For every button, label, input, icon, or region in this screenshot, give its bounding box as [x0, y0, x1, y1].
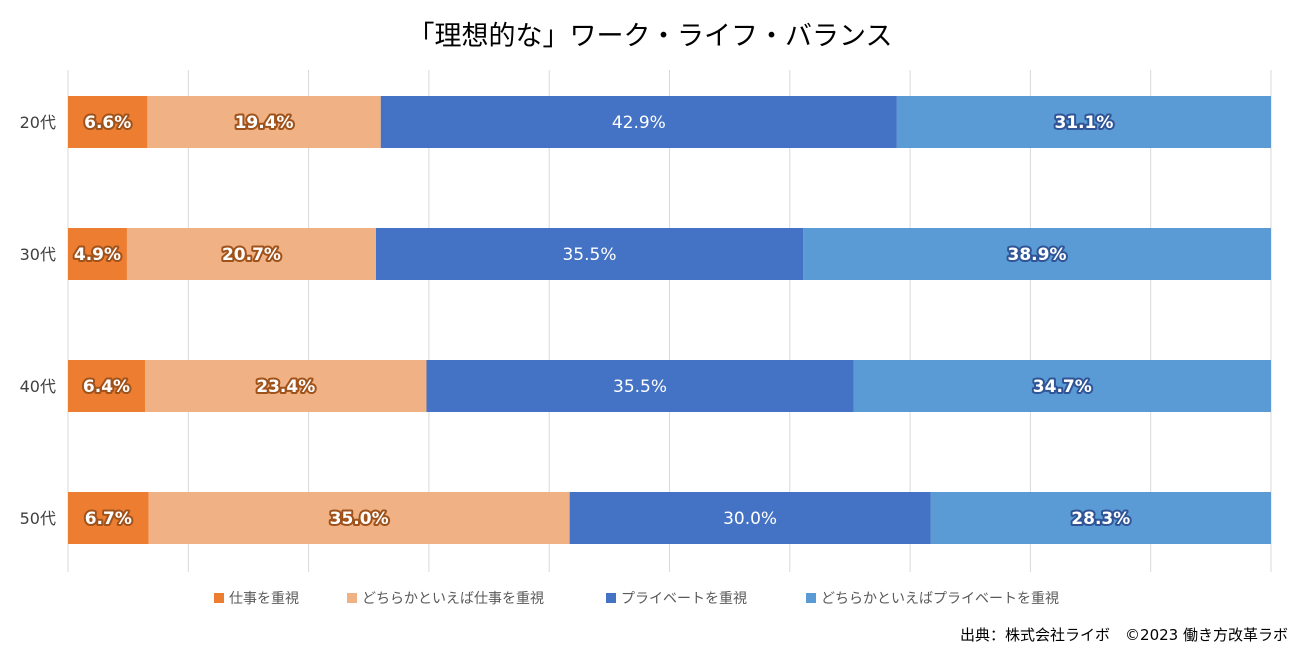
category-label: 50代 [20, 509, 56, 528]
legend-swatch [606, 593, 616, 603]
bar-segment [68, 96, 148, 148]
bar-segment [853, 360, 1271, 412]
data-label: 35.5% [613, 377, 667, 397]
legend-label: どちらかといえば仕事を重視 [362, 591, 544, 607]
bar-segment [930, 492, 1271, 544]
category-label: 20代 [20, 113, 56, 132]
bar-segment [803, 228, 1271, 280]
bar-segment [147, 96, 381, 148]
bar-segment [126, 228, 376, 280]
data-label: 38.9% [1008, 245, 1067, 265]
data-label: 30.0% [723, 509, 777, 529]
data-label: 34.7% [1033, 377, 1092, 397]
data-label: 35.5% [562, 245, 616, 265]
data-label: 31.1% [1054, 113, 1113, 133]
data-label: 20.7% [222, 245, 281, 265]
bar-segment [68, 228, 127, 280]
data-label: 4.9% [74, 245, 121, 265]
bar-segment [144, 360, 427, 412]
legend-label: どちらかといえばプライベートを重視 [821, 591, 1059, 607]
data-label: 35.0% [330, 509, 389, 529]
bar-segment [896, 96, 1271, 148]
bar-segment [68, 492, 149, 544]
bar-segment [380, 96, 897, 148]
legend-label: プライベートを重視 [621, 591, 747, 607]
gridlines [67, 70, 1272, 572]
legend-item: 仕事を重視 [214, 591, 299, 607]
chart-title: 「理想的な」ワーク・ライフ・バランス [408, 21, 893, 52]
legend-item: プライベートを重視 [606, 591, 747, 607]
data-label: 42.9% [612, 113, 666, 133]
data-label: 19.4% [235, 113, 294, 133]
category-label: 40代 [20, 377, 56, 396]
category-label: 30代 [20, 245, 56, 264]
bar-segment [426, 360, 854, 412]
data-label: 28.3% [1071, 509, 1130, 529]
legend: 仕事を重視 どちらかといえば仕事を重視 プライベートを重視 どちらかといえばプライベー… [214, 591, 1059, 607]
legend-swatch [214, 593, 224, 603]
bar-segment [569, 492, 931, 544]
data-label: 23.4% [256, 377, 315, 397]
bar-segment [375, 228, 804, 280]
legend-item: どちらかといえばプライベートを重視 [806, 591, 1059, 607]
category-labels: 20代 30代 40代 50代 [20, 113, 56, 528]
legend-label: 仕事を重視 [229, 591, 299, 607]
bar-segment [68, 360, 145, 412]
legend-item: どちらかといえば仕事を重視 [347, 591, 544, 607]
bar-segment [148, 492, 570, 544]
bars: 6.6% 19.4% 42.9% 31.1% 4.9% 20.7% 35.5% 38.9% 6.… [68, 96, 1271, 544]
legend-swatch [806, 593, 816, 603]
legend-swatch [347, 593, 357, 603]
data-label: 6.7% [85, 509, 132, 529]
data-label: 6.6% [84, 113, 131, 133]
data-label: 6.4% [83, 377, 130, 397]
source-credit: 出典：株式会社ライボ ©2023 働き方改革ラボ [960, 626, 1288, 644]
